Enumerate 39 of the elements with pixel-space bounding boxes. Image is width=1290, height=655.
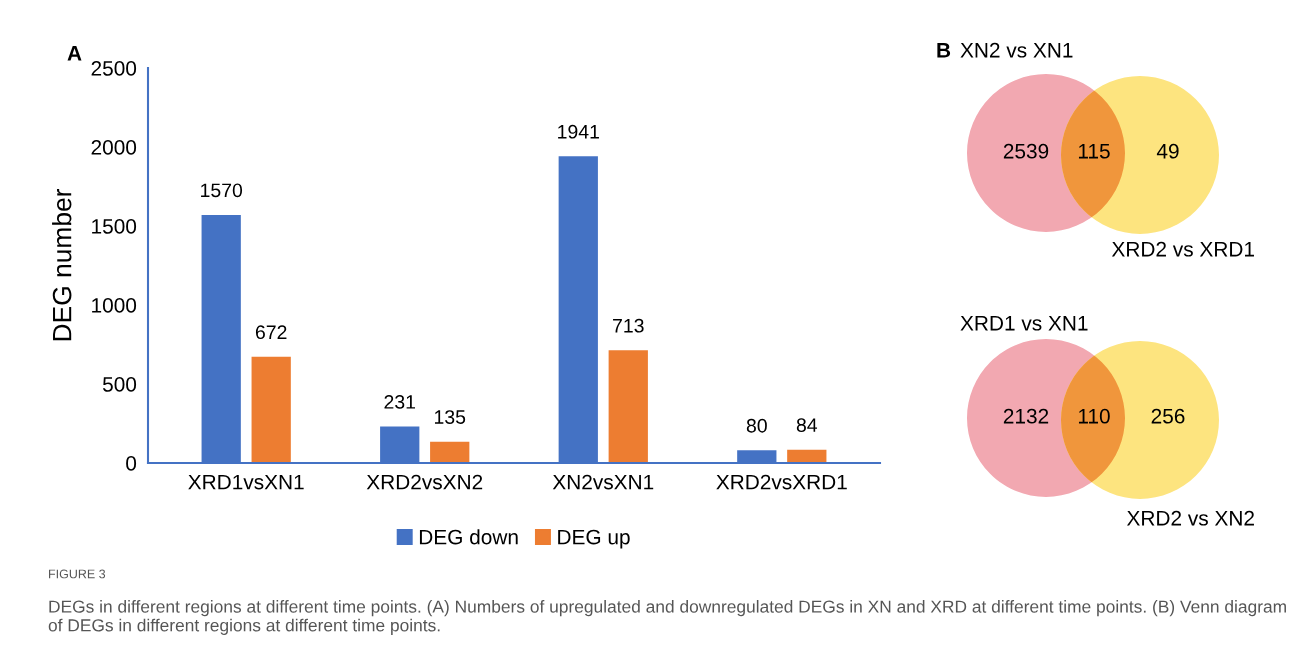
data-label: 672 bbox=[255, 325, 287, 340]
x-tick-label: XRD2vsXRD1 bbox=[716, 474, 847, 490]
chart-title: A bbox=[67, 46, 82, 61]
data-label: 231 bbox=[384, 395, 416, 409]
x-tick-label: XN2vsXN1 bbox=[552, 474, 654, 490]
data-label: 115 bbox=[1078, 144, 1110, 159]
data-label: 1941 bbox=[558, 124, 599, 139]
x-tick-label: XRD1vsXN1 bbox=[188, 474, 304, 490]
bar bbox=[608, 350, 648, 463]
text: B bbox=[937, 43, 951, 58]
text: XRD2 vs XN2 bbox=[1126, 510, 1254, 526]
data-label: 2132 bbox=[1003, 408, 1049, 424]
text: DEGs in different regions at different time points. (A) Numbers of upregulated and downregulated DEGs in XN and XRD at different time points. (B) Venn diagram of DEGs in different regions at different time points. bbox=[48, 600, 1286, 635]
bar bbox=[787, 449, 827, 463]
x-tick-label: XRD2vsXN2 bbox=[366, 474, 483, 490]
legend-label: DEG down bbox=[419, 529, 518, 545]
bar bbox=[430, 441, 470, 463]
data-label: 256 bbox=[1151, 408, 1185, 424]
y-tick-label: 0 bbox=[126, 456, 137, 471]
data-label: 1570 bbox=[201, 183, 243, 198]
text: XRD2 vs XRD1 bbox=[1111, 241, 1254, 257]
data-label: 135 bbox=[434, 410, 466, 424]
caption: FIGURE 3 bbox=[49, 569, 106, 579]
y-tick-label: 1500 bbox=[92, 219, 137, 234]
data-label: 110 bbox=[1078, 408, 1110, 424]
text: XRD1 vs XN1 bbox=[960, 316, 1088, 331]
y-axis-title: DEG number bbox=[52, 188, 72, 341]
legend-label: DEG up bbox=[558, 529, 630, 549]
data-label: 84 bbox=[796, 418, 818, 432]
bar bbox=[251, 356, 291, 463]
y-tick-label: 2000 bbox=[91, 140, 137, 155]
data-label: 2539 bbox=[1003, 143, 1049, 159]
y-tick-label: 2500 bbox=[91, 61, 137, 76]
y-tick-label: 500 bbox=[102, 377, 137, 392]
y-tick-label: 1000 bbox=[92, 298, 137, 313]
text: XN2 vs XN1 bbox=[960, 42, 1073, 58]
data-label: 80 bbox=[746, 418, 767, 433]
data-label: 49 bbox=[1156, 143, 1179, 159]
data-label: 713 bbox=[613, 318, 644, 333]
